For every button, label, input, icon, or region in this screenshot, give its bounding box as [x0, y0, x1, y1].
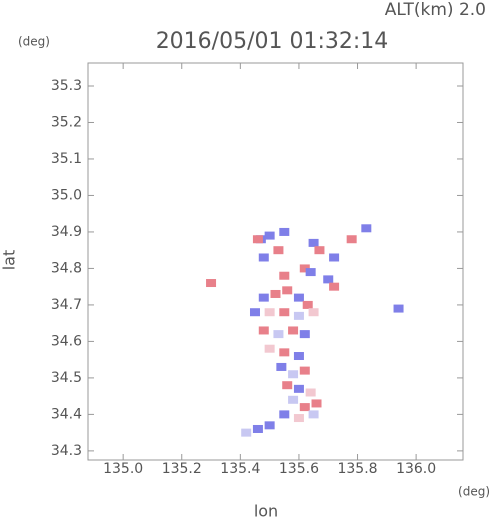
data-point: [258, 293, 269, 302]
y-tick-label: 35.0: [51, 187, 82, 203]
data-point: [273, 246, 284, 255]
data-point: [293, 311, 304, 320]
data-point: [299, 366, 310, 375]
data-point: [323, 275, 334, 284]
data-point: [252, 424, 263, 433]
data-point: [329, 282, 340, 291]
data-point: [293, 352, 304, 361]
data-point: [299, 264, 310, 273]
y-tick-label: 34.6: [51, 333, 82, 349]
y-tick-label: 35.3: [51, 78, 82, 94]
y-tick-label: 34.3: [51, 443, 82, 459]
data-point: [299, 403, 310, 412]
data-point: [308, 410, 319, 419]
y-tick-label: 35.2: [51, 114, 82, 130]
x-tick-label: 135.4: [220, 461, 260, 477]
annotation: ALT(km) 2.0: [385, 0, 486, 20]
data-point: [288, 395, 299, 404]
data-point: [314, 246, 325, 255]
data-point: [249, 308, 260, 317]
data-point: [293, 293, 304, 302]
data-point: [252, 235, 263, 244]
y-tick-label: 34.4: [51, 406, 82, 422]
data-point: [279, 271, 290, 280]
data-point: [308, 238, 319, 247]
data-point: [264, 421, 275, 430]
data-point: [311, 399, 322, 408]
data-point: [264, 308, 275, 317]
y-tick-label: 34.7: [51, 297, 82, 313]
data-point: [305, 268, 316, 277]
data-point: [258, 253, 269, 262]
data-point: [329, 253, 340, 262]
data-point: [302, 300, 313, 309]
data-point: [270, 289, 281, 298]
x-unit: (deg): [458, 485, 490, 499]
data-point: [288, 326, 299, 335]
data-point: [206, 279, 217, 288]
y-tick-label: 35.1: [51, 151, 82, 167]
data-point: [276, 362, 287, 371]
y-unit: (deg): [18, 35, 50, 49]
data-point: [282, 286, 293, 295]
data-point: [279, 410, 290, 419]
chart-title: 2016/05/01 01:32:14: [156, 29, 389, 54]
data-point: [264, 344, 275, 353]
data-point: [279, 308, 290, 317]
y-tick-label: 34.9: [51, 224, 82, 240]
x-axis-label: lon: [254, 502, 278, 521]
data-point: [279, 348, 290, 357]
data-point: [305, 388, 316, 397]
data-point: [308, 308, 319, 317]
x-tick-label: 135.2: [162, 461, 202, 477]
data-point: [361, 224, 372, 233]
data-point: [293, 414, 304, 423]
data-point: [273, 330, 284, 339]
data-point: [346, 235, 357, 244]
x-tick-label: 136.0: [396, 461, 436, 477]
data-point: [293, 384, 304, 393]
x-tick-label: 135.0: [103, 461, 143, 477]
y-axis-label: lat: [0, 250, 19, 271]
data-point: [288, 370, 299, 379]
data-point: [299, 330, 310, 339]
data-point: [279, 227, 290, 236]
plot-frame: [87, 62, 464, 461]
data-point: [241, 428, 252, 437]
x-tick-label: 135.8: [337, 461, 377, 477]
data-point: [393, 304, 404, 313]
y-tick-label: 34.8: [51, 260, 82, 276]
x-tick-label: 135.6: [279, 461, 319, 477]
y-tick-label: 34.5: [51, 370, 82, 386]
data-point: [282, 381, 293, 390]
data-point: [258, 326, 269, 335]
data-point: [264, 231, 275, 240]
